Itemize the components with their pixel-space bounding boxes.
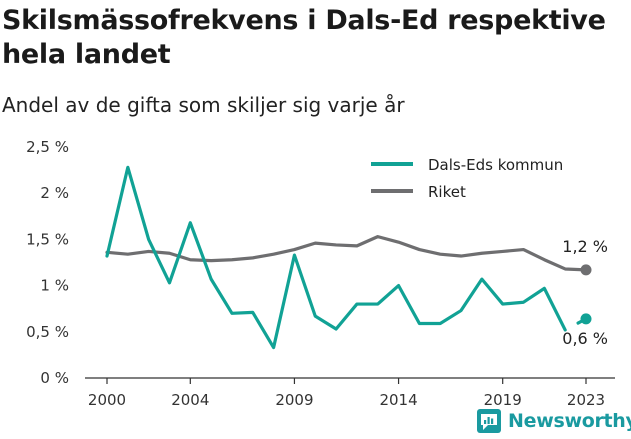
legend-label-dals-ed: Dals-Eds kommun: [428, 156, 563, 174]
chart-subtitle: Andel av de gifta som skiljer sig varje …: [2, 93, 405, 117]
y-tick-label: 0,5 %: [26, 323, 69, 341]
series-layer: [105, 165, 592, 350]
x-tick-label: 2004: [171, 391, 209, 409]
y-tick-label: 2 %: [40, 184, 69, 202]
end-point-riket: [580, 264, 592, 276]
brand: Newsworthy: [476, 406, 631, 436]
x-axis: 2000 2004 2009 2014 2019 2023: [85, 377, 615, 409]
y-tick-label: 1 %: [40, 277, 69, 295]
end-labels: 1,2 % 0,6 %: [562, 237, 608, 348]
x-tick-label: 2023: [567, 391, 605, 409]
series-line-riket: [105, 235, 588, 272]
chart-title: Skilsmässofrekvens i Dals-Ed respektive …: [2, 5, 606, 70]
y-tick-label: 0 %: [40, 369, 69, 387]
y-axis: 0 % 0,5 % 1 % 1,5 % 2 % 2,5 %: [26, 138, 69, 387]
x-tick-label: 2014: [379, 391, 417, 409]
end-label-dals-ed: 0,6 %: [562, 329, 608, 348]
y-tick-label: 2,5 %: [26, 138, 69, 156]
series-line-dals_ed: [105, 165, 567, 350]
end-label-riket: 1,2 %: [562, 237, 608, 256]
y-tick-label: 1,5 %: [26, 230, 69, 248]
x-tick-label: 2019: [484, 391, 522, 409]
newsworthy-logo-icon: [477, 409, 501, 433]
legend: Dals-Eds kommun Riket: [371, 156, 563, 201]
brand-name: Newsworthy: [508, 410, 631, 432]
end-point-dals_ed: [580, 313, 592, 325]
x-tick-label: 2000: [88, 391, 126, 409]
legend-label-riket: Riket: [428, 183, 466, 201]
x-tick-label: 2009: [275, 391, 313, 409]
